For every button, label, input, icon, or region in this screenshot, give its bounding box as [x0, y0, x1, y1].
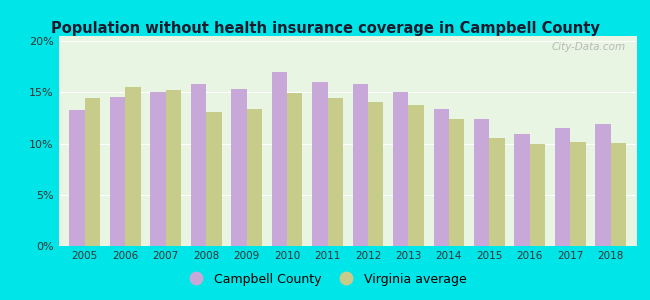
Bar	[514, 134, 530, 246]
Bar	[191, 84, 206, 246]
Bar	[489, 138, 504, 246]
Bar	[287, 93, 302, 246]
Bar	[84, 98, 100, 246]
Bar	[166, 90, 181, 246]
Legend: Campbell County, Virginia average: Campbell County, Virginia average	[179, 268, 471, 291]
Bar	[150, 92, 166, 246]
Bar	[352, 84, 368, 246]
Bar	[408, 105, 424, 246]
Bar	[231, 89, 246, 246]
Bar	[312, 82, 328, 246]
Bar	[595, 124, 611, 246]
Text: Population without health insurance coverage in Campbell County: Population without health insurance cove…	[51, 21, 599, 36]
Bar	[570, 142, 586, 246]
Text: City-Data.com: City-Data.com	[551, 42, 625, 52]
Bar	[474, 119, 489, 246]
Bar	[206, 112, 222, 246]
Bar	[125, 87, 140, 246]
Bar	[368, 102, 384, 246]
Bar	[110, 98, 125, 246]
Bar	[611, 142, 626, 246]
Bar	[272, 72, 287, 246]
Bar	[555, 128, 570, 246]
Bar	[70, 110, 84, 246]
Bar	[328, 98, 343, 246]
Bar	[449, 119, 464, 246]
Bar	[393, 92, 408, 246]
Bar	[434, 109, 449, 246]
Bar	[530, 144, 545, 246]
Bar	[246, 109, 262, 246]
